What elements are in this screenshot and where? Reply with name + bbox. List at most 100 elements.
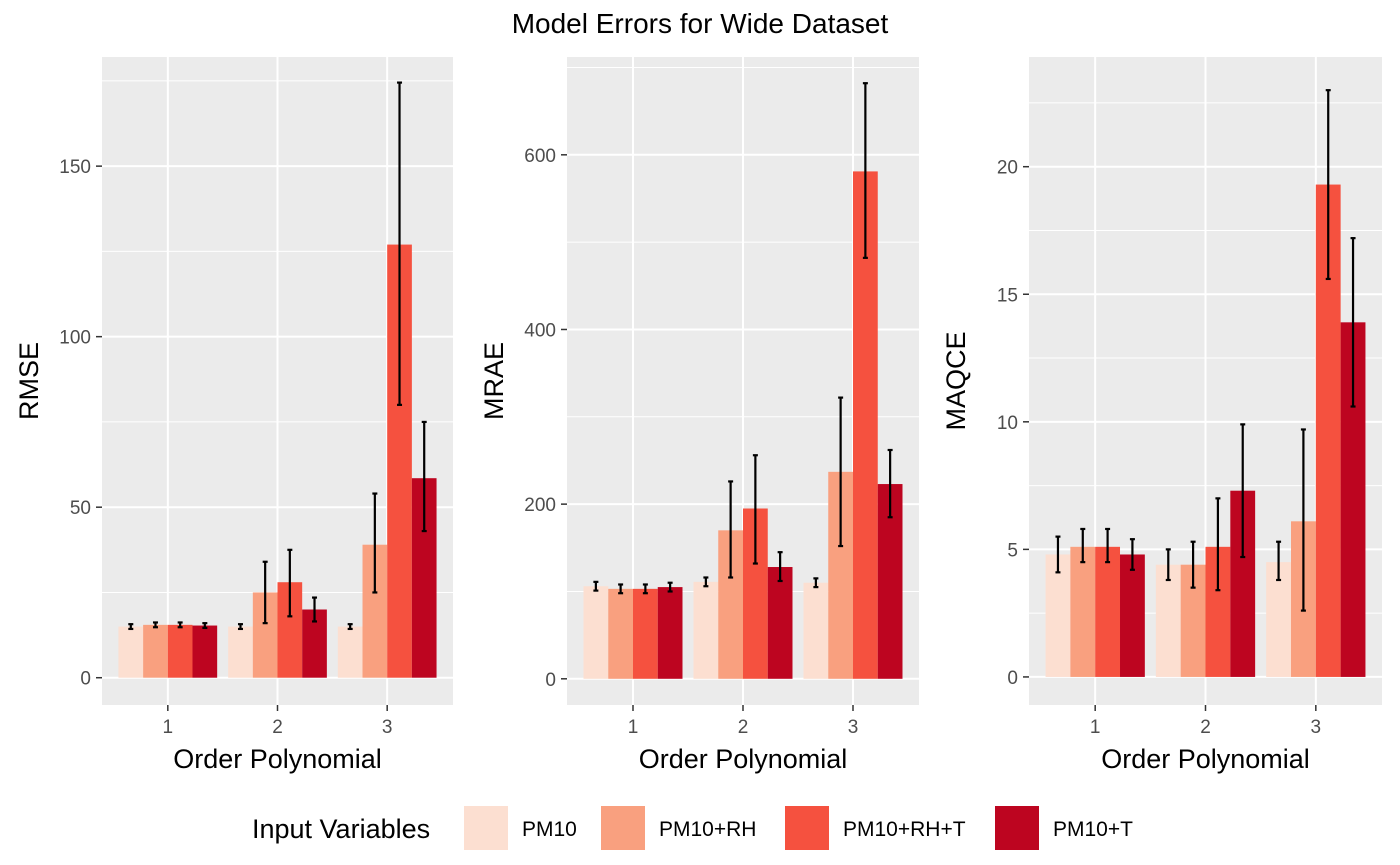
legend-label: PM10+RH [659,818,756,841]
error-bar [667,581,673,593]
x-tick-label: 1 [628,717,639,738]
error-bar [421,420,427,533]
legend-item-pm10-rh-t: PM10+RH+T [785,806,966,850]
bar-pm10-order-1 [118,626,144,678]
error-bar [1105,527,1111,564]
bar-pm10-order-2 [228,626,253,678]
bar-pm10-rh-order-1 [608,588,633,679]
x-axis-title: Order Polynomial [639,744,848,774]
y-tick-label: 5 [1007,540,1018,561]
x-tick-label: 1 [1090,717,1101,738]
y-tick-label: 0 [80,669,91,690]
bar-pm10-rh-order-1 [143,624,168,678]
bar-pm10-order-1 [583,586,609,679]
error-bar [838,396,844,548]
y-tick-label: 600 [524,146,556,167]
x-tick-label: 2 [1200,717,1211,738]
y-tick-label: 15 [997,285,1018,306]
x-tick-label: 1 [163,717,174,738]
error-bar [1325,89,1331,281]
legend-label: PM10+T [1053,818,1133,841]
error-bar [777,551,783,583]
error-bar [813,577,819,589]
error-bar [618,583,624,595]
legend-items: PM10 PM10+RH PM10+RH+T PM10+T [464,806,1133,850]
bar-pm10-t-order-1 [657,587,683,679]
error-bar [128,623,134,631]
bar-pm10-t-order-1 [192,625,218,678]
legend-key [464,806,508,850]
legend-key [785,806,829,850]
error-bar [642,583,648,595]
y-tick-label: 100 [59,328,91,349]
legend: Input Variables PM10 PM10+RH PM10+RH+T PM10… [252,806,1133,850]
bar-pm10-rh-t-order-1 [633,588,658,679]
bar-pm10-rh-t-order-1 [167,624,193,678]
error-bar [1080,527,1086,564]
y-axis-title: RMSE [14,342,44,420]
x-tick-label: 2 [272,717,283,738]
error-bar [1350,237,1356,408]
legend-key [995,806,1039,850]
error-bar [1055,535,1061,574]
error-bar [1190,540,1196,589]
error-bar [1240,423,1246,559]
x-axis-title: Order Polynomial [173,744,382,774]
y-tick-label: 400 [524,320,556,341]
bar-pm10-t-order-1 [1120,554,1145,677]
bar-pm10-order-3 [337,626,363,678]
error-bar [237,623,243,631]
x-tick-label: 3 [1311,717,1322,738]
bar-pm10-order-2 [1155,564,1181,677]
bar-pm10-order-1 [1045,554,1071,677]
y-tick-label: 10 [997,413,1018,434]
bar-pm10-t-order-2 [767,567,793,679]
error-bar [862,82,868,259]
error-bar [1165,548,1171,582]
error-bar [1129,538,1135,571]
legend-item-pm10-t: PM10+T [995,806,1133,850]
bar-pm10-order-2 [693,581,719,679]
error-bar [177,621,183,629]
error-bar [397,81,403,406]
legend-label: PM10+RH+T [843,818,966,841]
error-bar [1215,497,1221,592]
bar-pm10-order-3 [803,582,829,679]
legend-label: PM10 [522,818,577,841]
error-bar [202,622,208,630]
error-bar [752,454,758,565]
y-tick-label: 20 [997,158,1018,179]
legend-key [601,806,645,850]
chart-title: Model Errors for Wide Dataset [512,8,889,39]
y-tick-label: 50 [70,498,91,519]
error-bar [1300,428,1306,612]
error-bar [152,621,158,629]
error-bar [262,560,268,625]
legend-item-pm10-rh: PM10+RH [601,806,756,850]
error-bar [347,623,353,631]
x-tick-label: 3 [848,717,859,738]
error-bar [312,596,318,623]
error-bar [287,548,293,618]
x-axis-title: Order Polynomial [1101,744,1310,774]
x-tick-label: 3 [382,717,393,738]
error-bar [887,448,893,519]
bar-pm10-rh-t-order-1 [1095,546,1121,677]
error-bar [728,480,734,579]
bar-pm10-rh-order-1 [1070,546,1096,677]
y-tick-label: 150 [59,157,91,178]
error-bar [703,576,709,588]
y-tick-label: 200 [524,495,556,516]
error-bar [372,492,378,594]
y-axis-title: MAQCE [941,331,971,430]
y-tick-label: 0 [545,670,556,691]
y-tick-label: 0 [1007,668,1018,689]
y-axis-title: MRAE [479,342,509,420]
x-tick-label: 2 [738,717,749,738]
bar-pm10-order-3 [1266,562,1291,677]
